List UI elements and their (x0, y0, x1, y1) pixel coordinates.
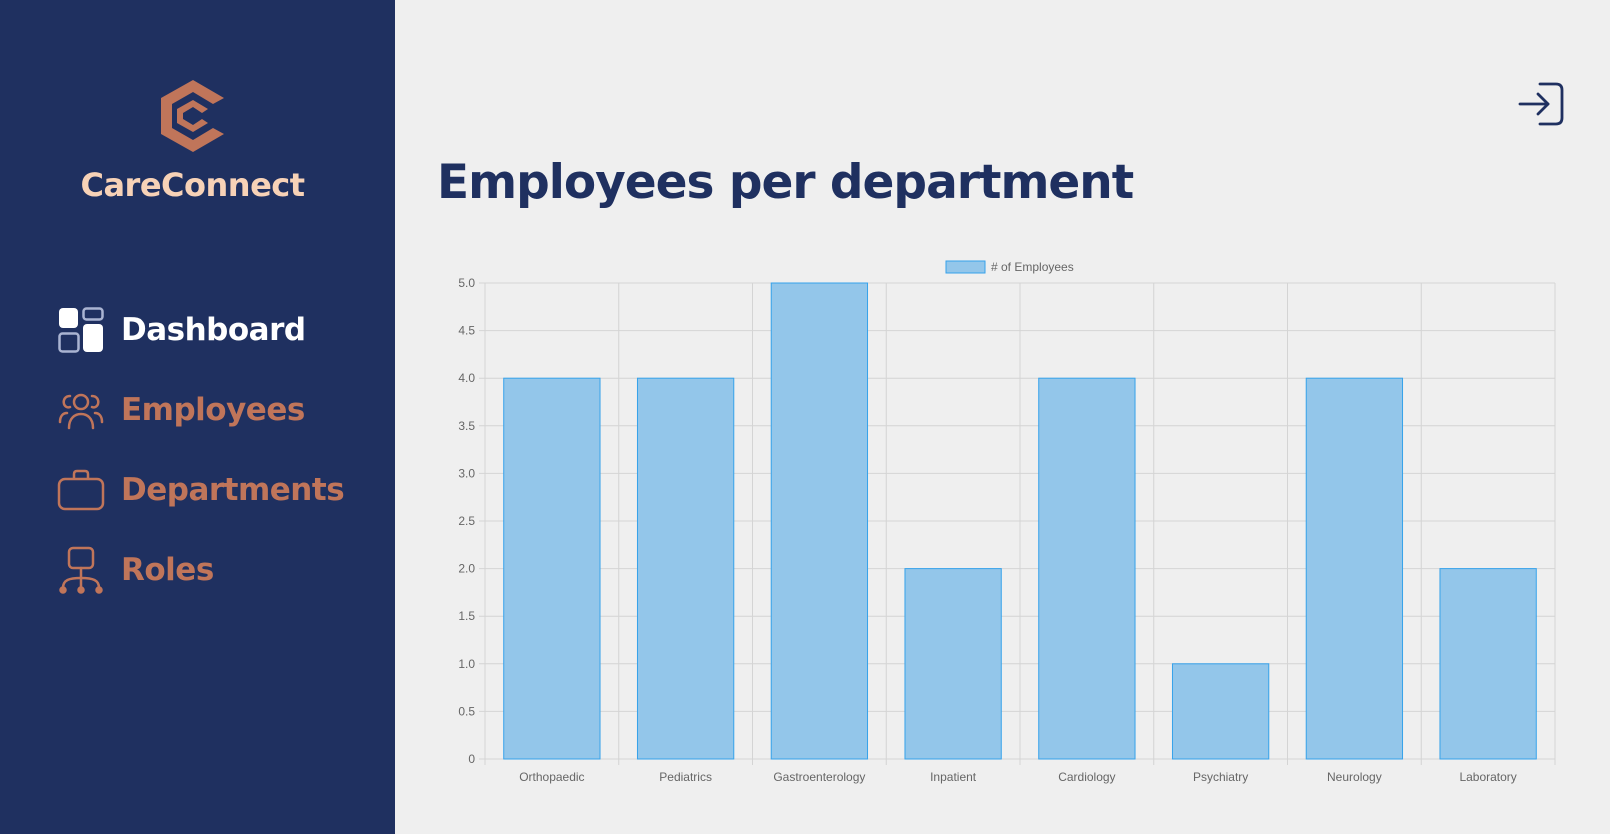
sidebar-nav: Dashboard Employees (57, 290, 345, 610)
chart-legend[interactable]: # of Employees (945, 260, 1074, 274)
x-tick-label: Inpatient (930, 770, 977, 784)
x-tick-label: Pediatrics (659, 770, 712, 784)
page-title: Employees per department (437, 155, 1134, 210)
chart-bar[interactable] (1038, 377, 1136, 760)
x-tick-label: Orthopaedic (519, 770, 584, 784)
users-icon (57, 386, 105, 434)
x-tick-label: Cardiology (1058, 770, 1115, 784)
y-tick-label: 1.5 (458, 609, 475, 623)
x-tick-label: Gastroenterology (773, 770, 865, 784)
chart-canvas: 0 0.5 1.0 1.5 2.0 2.5 3.0 3.5 4.0 4.5 5.0 Orthopae… (458, 260, 1556, 784)
briefcase-icon (57, 466, 105, 514)
sidebar-item-departments[interactable]: Departments (57, 450, 345, 530)
legend-swatch (945, 260, 986, 274)
chart-bar[interactable] (503, 377, 601, 760)
sidebar-item-dashboard[interactable]: Dashboard (57, 290, 344, 370)
chart-y-axis: 0 0.5 1.0 1.5 2.0 2.5 3.0 3.5 4.0 4.5 5.0 (458, 276, 475, 766)
y-tick-label: 1.0 (458, 657, 475, 671)
y-tick-label: 4.5 (458, 324, 475, 338)
chart-bar[interactable] (1305, 377, 1404, 760)
y-tick-label: 0.5 (458, 704, 475, 718)
chart-bar[interactable] (636, 377, 735, 760)
chart-x-axis: Orthopaedic Pediatrics Gastroenterology Inp… (519, 770, 1517, 784)
chart-bar[interactable] (1439, 568, 1537, 760)
chart-bar[interactable] (770, 282, 869, 760)
y-tick-label: 5.0 (458, 276, 475, 290)
sidebar-item-label: Dashboard (121, 312, 306, 348)
brand-name: CareConnect (80, 166, 305, 204)
chart-bar[interactable] (904, 568, 1002, 760)
sidebar-item-label: Employees (121, 392, 305, 428)
careconnect-logo-icon (160, 80, 224, 152)
sidebar-item-label: Roles (121, 552, 214, 588)
y-tick-label: 2.0 (458, 562, 475, 576)
y-tick-label: 3.0 (458, 466, 475, 480)
y-tick-label: 2.5 (458, 514, 475, 528)
x-tick-label: Laboratory (1459, 770, 1516, 784)
dashboard-icon (57, 306, 105, 354)
chart-bars (503, 282, 1537, 760)
sidebar: CareConnect Dashboard (0, 0, 395, 834)
x-tick-label: Psychiatry (1193, 770, 1248, 784)
sidebar-item-roles[interactable]: Roles (57, 530, 344, 610)
employees-chart: 0 0.5 1.0 1.5 2.0 2.5 3.0 3.5 4.0 4.5 5.0 Orthopae… (430, 255, 1560, 815)
y-tick-label: 0 (468, 752, 475, 766)
y-tick-label: 4.0 (458, 371, 475, 385)
y-tick-label: 3.5 (458, 419, 475, 433)
brand: CareConnect (0, 78, 385, 204)
logout-button[interactable] (1518, 80, 1566, 128)
x-tick-label: Neurology (1327, 770, 1382, 784)
chart-bar[interactable] (1171, 663, 1270, 760)
legend-label: # of Employees (991, 260, 1074, 274)
sidebar-item-employees[interactable]: Employees (57, 370, 344, 450)
sidebar-item-label: Departments (121, 472, 345, 508)
logout-icon (1518, 82, 1564, 126)
org-chart-icon (57, 546, 105, 594)
